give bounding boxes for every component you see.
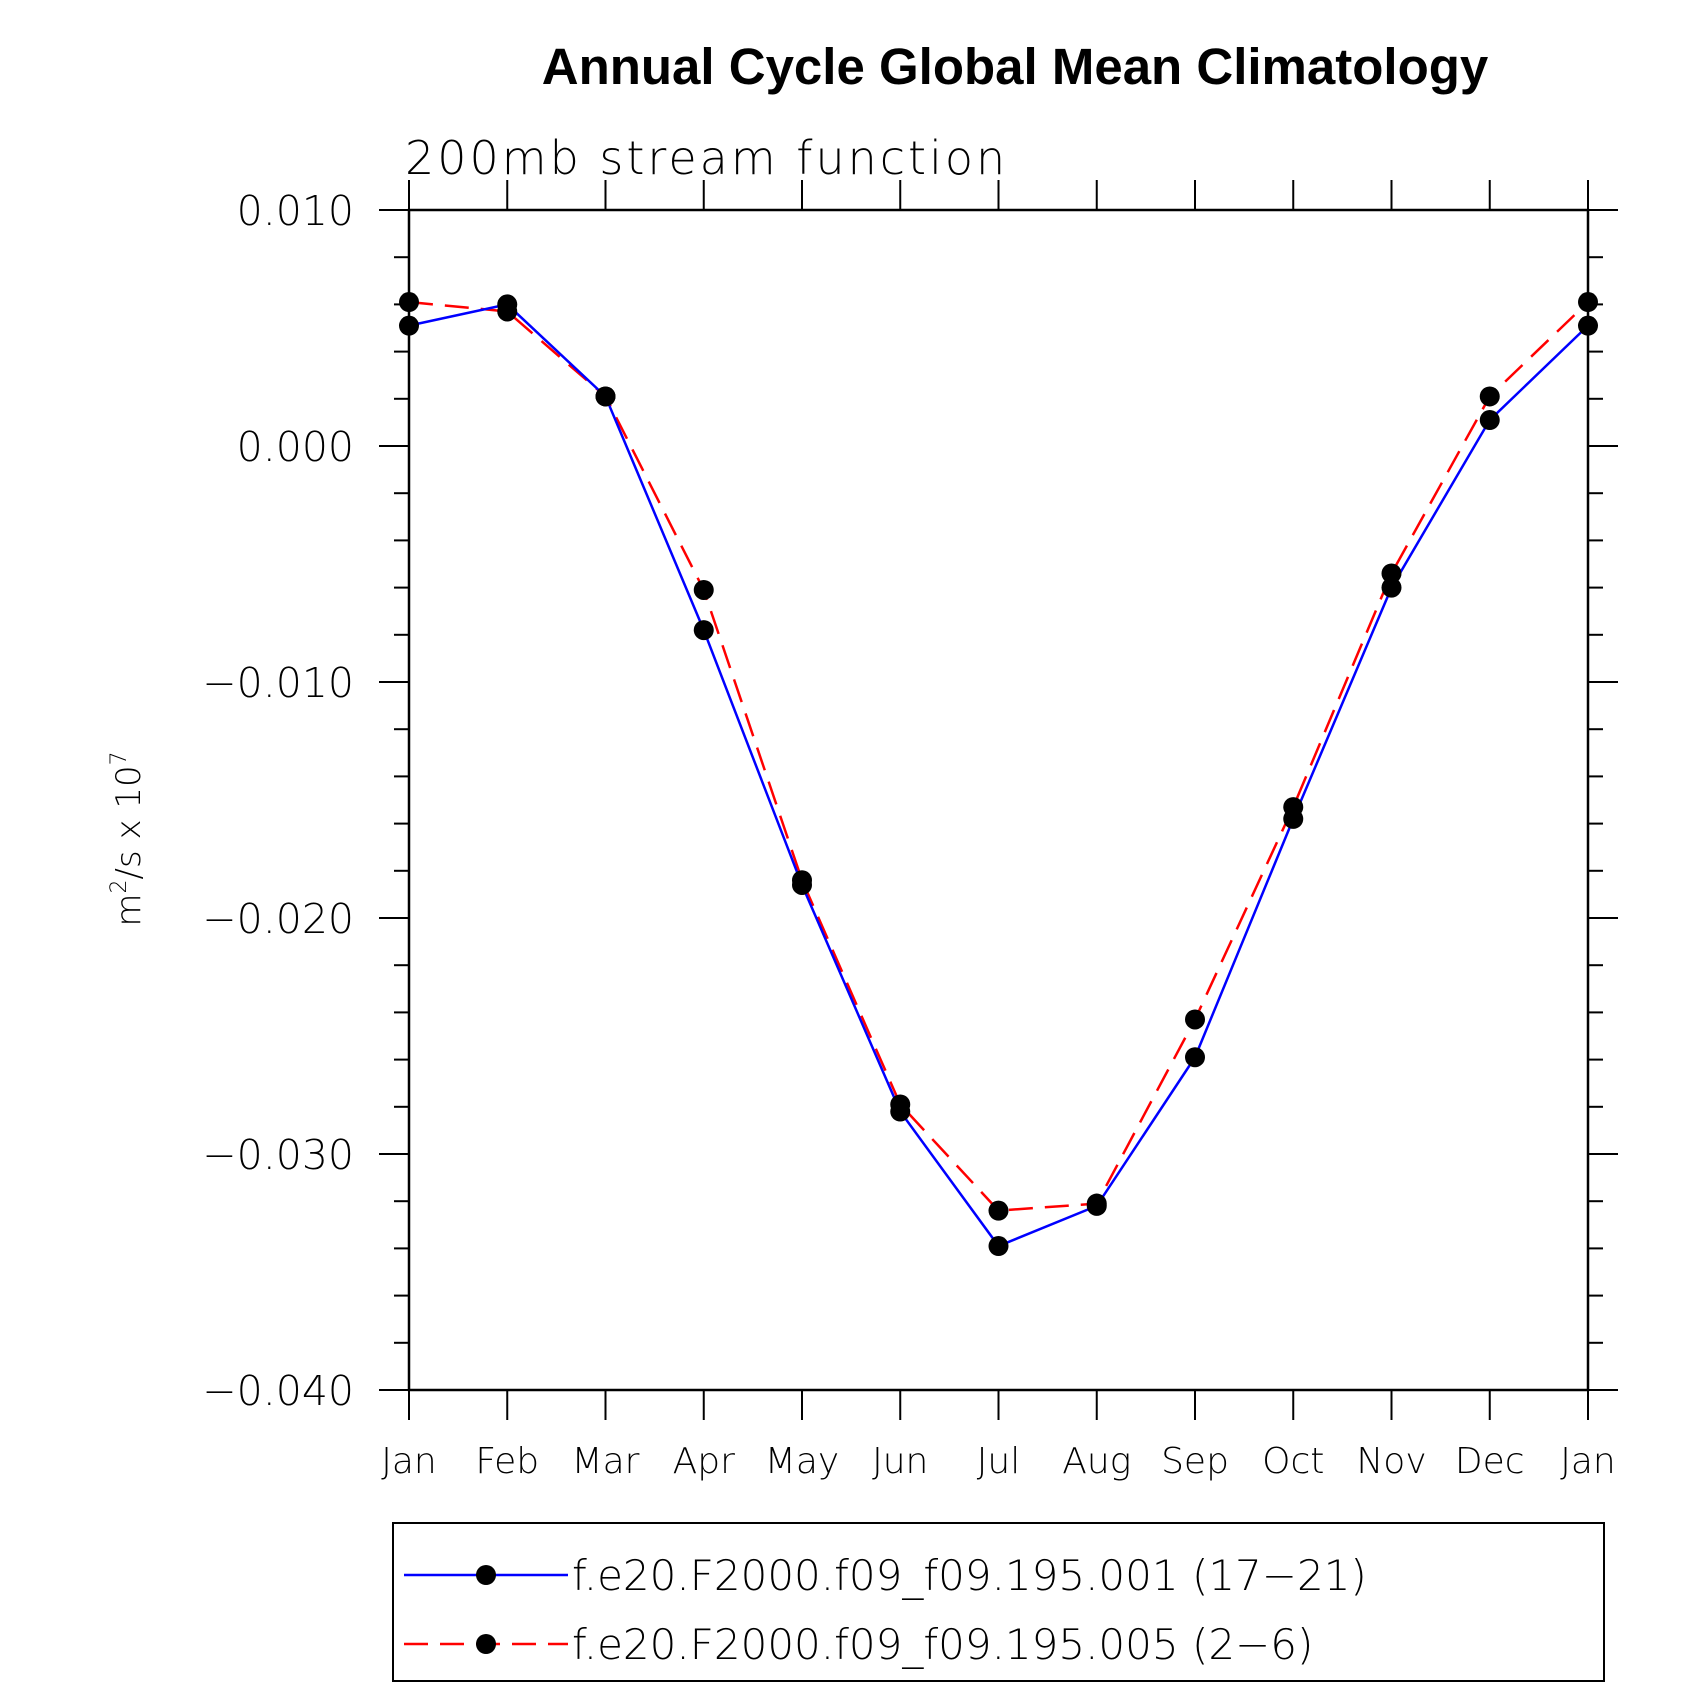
- data-point: [1381, 577, 1402, 598]
- chart-subtitle: 200mb stream function: [405, 131, 1008, 185]
- data-point: [1185, 1009, 1205, 1030]
- x-tick-label: Apr: [673, 1441, 735, 1482]
- legend-marker: [476, 1565, 496, 1585]
- data-point: [1283, 797, 1304, 818]
- x-tick-label: Jan: [1560, 1441, 1616, 1482]
- y-axis-label-exp2: 7: [107, 751, 132, 765]
- x-tick-label: Nov: [1356, 1441, 1426, 1482]
- data-point: [1479, 410, 1500, 431]
- data-point: [399, 292, 419, 313]
- y-axis-label: m2/s x 107: [107, 751, 149, 926]
- x-tick-label: Mar: [572, 1441, 640, 1482]
- x-tick-label: Jun: [872, 1441, 928, 1482]
- y-axis-label-base: m: [109, 894, 149, 927]
- x-tick-label: Jan: [381, 1441, 437, 1482]
- data-point: [595, 386, 616, 407]
- legend: f.e20.F2000.f09_f09.195.001 (17−21) f.e20…: [392, 1522, 1605, 1682]
- data-point: [890, 1094, 911, 1115]
- y-axis-label-mid: /s x 10: [109, 765, 149, 879]
- data-point: [693, 579, 714, 600]
- legend-box: [392, 1522, 1605, 1682]
- y-axis-label-exp1: 2: [107, 880, 132, 894]
- data-point: [792, 870, 812, 891]
- data-point: [693, 620, 714, 641]
- data-point: [1381, 563, 1402, 584]
- series-line: [408, 300, 1589, 1212]
- y-tick-label: 0.010: [237, 187, 354, 235]
- legend-label: f.e20.F2000.f09_f09.195.005 (2−6): [572, 1620, 1313, 1669]
- data-point: [399, 315, 419, 336]
- x-tick-label: Oct: [1262, 1441, 1324, 1482]
- data-point: [1578, 292, 1598, 313]
- data-point: [988, 1236, 1009, 1257]
- y-tick-label: 0.000: [237, 423, 354, 471]
- chart-title: Annual Cycle Global Mean Climatology: [542, 38, 1489, 95]
- y-tick-label: −0.020: [202, 895, 354, 943]
- x-tick-label: Dec: [1455, 1441, 1525, 1482]
- data-point: [1479, 386, 1500, 407]
- legend-label: f.e20.F2000.f09_f09.195.001 (17−21): [572, 1551, 1367, 1600]
- data-point: [497, 301, 518, 322]
- legend-marker: [476, 1634, 496, 1654]
- y-tick-label: −0.040: [202, 1367, 354, 1415]
- plot-area: 0.010 0.000 −0.010 −0.020 −0.030 −0.040 Jan Feb…: [202, 180, 1618, 1482]
- series-line: [408, 303, 1589, 1248]
- data-point: [1086, 1193, 1107, 1214]
- x-tick-label: Feb: [475, 1441, 539, 1482]
- y-tick-label: −0.030: [202, 1131, 354, 1179]
- series-layer: [399, 292, 1598, 1257]
- data-point: [1185, 1047, 1205, 1068]
- x-tick-label: May: [765, 1441, 839, 1482]
- x-tick-label: Aug: [1062, 1441, 1131, 1482]
- data-point: [988, 1200, 1009, 1221]
- svg-text:m2/s x 107: m2/s x 107: [107, 751, 149, 926]
- x-tick-label: Sep: [1161, 1441, 1229, 1482]
- x-tick-label: Jul: [977, 1441, 1020, 1482]
- y-tick-label: −0.010: [202, 659, 354, 707]
- data-point: [1578, 315, 1598, 336]
